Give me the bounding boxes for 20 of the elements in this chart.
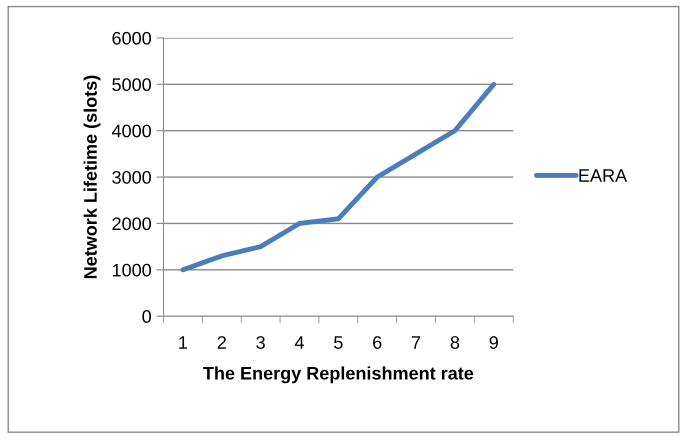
x-tick-label: 3 <box>256 336 265 349</box>
x-axis-title: The Energy Replenishment rate <box>203 366 474 384</box>
legend-label: EARA <box>579 169 628 182</box>
x-tick-label: 4 <box>294 336 304 349</box>
y-tick-label: 6000 <box>112 32 151 45</box>
y-tick-label: 3000 <box>112 170 151 184</box>
y-tick-label: 4000 <box>112 124 151 138</box>
x-tick-label: 2 <box>218 336 226 349</box>
y-tick-label: 2000 <box>112 217 151 230</box>
line-series <box>180 82 496 272</box>
x-tick-label: 5 <box>334 336 343 349</box>
y-axis-title: Network Lifetime (slots) <box>84 76 100 278</box>
x-tick-label: 8 <box>450 336 460 349</box>
x-tick-label: 9 <box>490 336 498 349</box>
x-tick-label: 6 <box>373 336 382 349</box>
x-tick-label: 7 <box>412 336 420 349</box>
x-tick-label: 1 <box>179 336 188 349</box>
y-tick-label: 1000 <box>112 264 151 277</box>
y-tick-label: 5000 <box>112 78 151 92</box>
y-tick-label: 0 <box>142 310 151 323</box>
